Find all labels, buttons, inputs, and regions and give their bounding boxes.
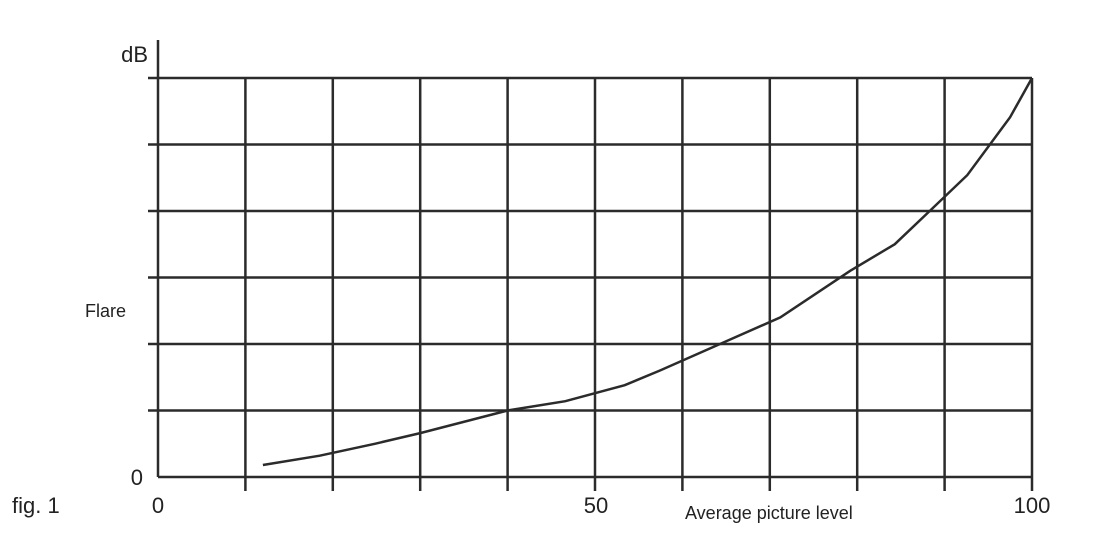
figure-label: fig. 1 (12, 493, 60, 518)
x-tick-label-50: 50 (584, 493, 608, 518)
y-tick-label-0: 0 (131, 465, 143, 490)
flare-curve (262, 77, 1034, 467)
grid (148, 76, 1034, 491)
x-tick-label-100: 100 (1014, 493, 1051, 518)
y-unit-label: dB (121, 42, 148, 67)
y-axis-label: Flare (85, 301, 126, 321)
x-tick-label-0: 0 (152, 493, 164, 518)
x-axis-label: Average picture level (685, 503, 853, 523)
